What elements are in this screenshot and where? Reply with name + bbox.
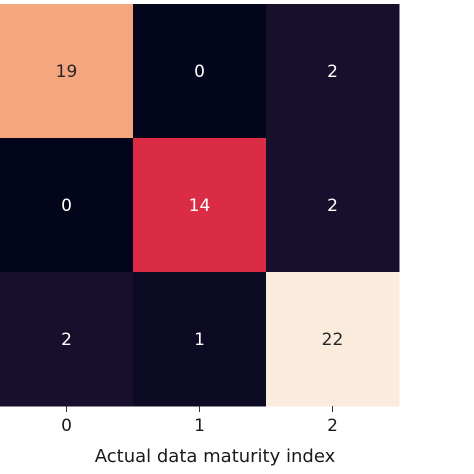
heatmap-cell-r2-c0 bbox=[0, 272, 134, 407]
heatmap-cell-value-r2-c2: 22 bbox=[322, 330, 344, 350]
heatmap-cells bbox=[0, 4, 400, 407]
heatmap-cell-r0-c0 bbox=[0, 4, 134, 139]
heatmap-cell-value-r2-c0: 2 bbox=[61, 330, 72, 350]
heatmap-cell-value-r2-c1: 1 bbox=[194, 330, 205, 350]
heatmap-cell-r1-c0 bbox=[0, 138, 134, 273]
heatmap-cell-value-r0-c1: 0 bbox=[194, 62, 205, 82]
heatmap-cell-r1-c2 bbox=[266, 138, 400, 273]
x-tick-label-2: 2 bbox=[327, 416, 338, 436]
heatmap-cell-value-r1-c1: 14 bbox=[189, 196, 211, 216]
heatmap-cell-r2-c2 bbox=[266, 272, 400, 407]
heatmap-cell-value-r1-c2: 2 bbox=[327, 196, 338, 216]
heatmap-cell-r1-c1 bbox=[133, 138, 267, 273]
x-axis-label: Actual data maturity index bbox=[95, 446, 336, 467]
heatmap-cell-r0-c2 bbox=[266, 4, 400, 139]
x-tick-label-0: 0 bbox=[61, 416, 72, 436]
heatmap-cell-r2-c1 bbox=[133, 272, 267, 407]
heatmap-cell-r0-c1 bbox=[133, 4, 267, 139]
x-axis-ticks: 0 1 2 bbox=[61, 406, 338, 436]
heatmap-cell-value-r0-c0: 19 bbox=[56, 62, 78, 82]
x-tick-label-1: 1 bbox=[194, 416, 205, 436]
heatmap-cell-labels: 19 0 20 14 22 1 22 bbox=[56, 62, 344, 350]
heatmap-cell-value-r1-c0: 0 bbox=[61, 196, 72, 216]
heatmap-cell-value-r0-c2: 2 bbox=[327, 62, 338, 82]
